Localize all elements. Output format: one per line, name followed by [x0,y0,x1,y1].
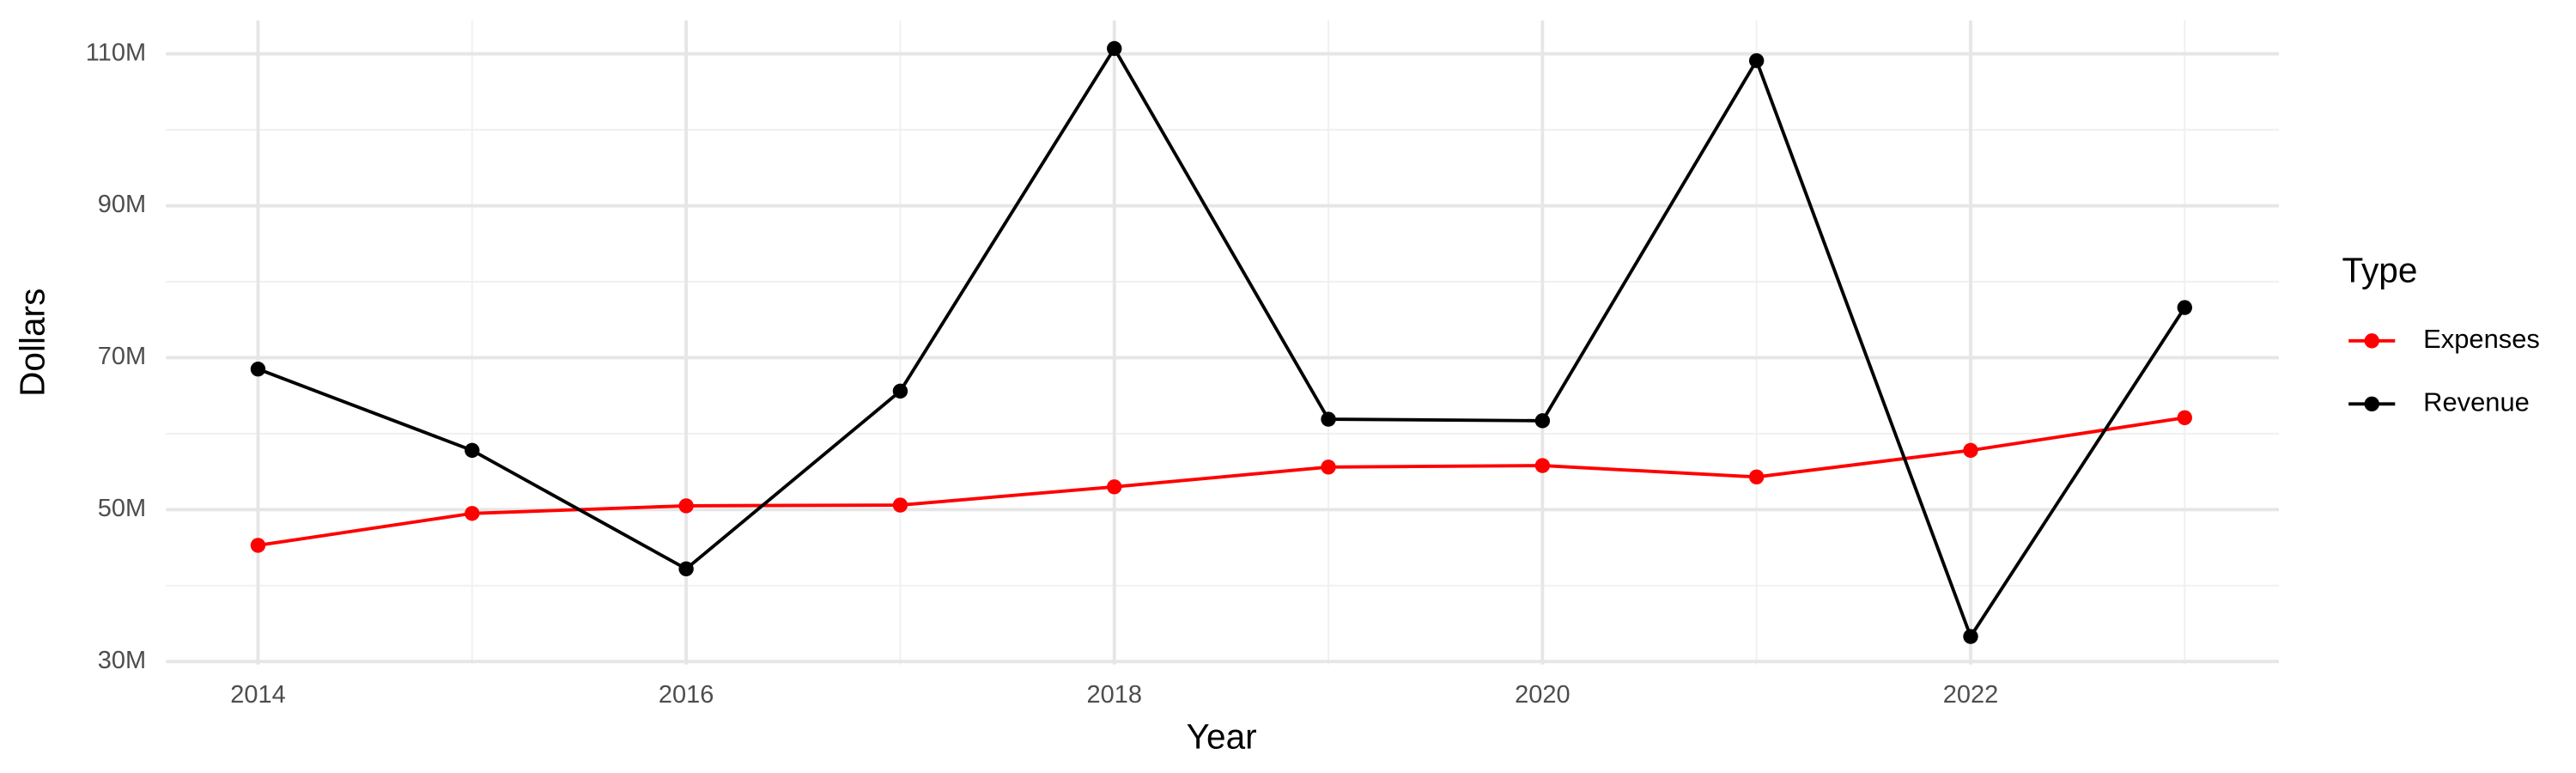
legend-key-point [2364,333,2379,349]
data-point [250,362,266,377]
data-point [1107,479,1122,495]
data-point [250,538,266,553]
data-point [1321,411,1336,427]
legend-title: Type [2342,250,2417,289]
y-tick-label: 90M [98,191,146,218]
x-axis-title: Year [1187,716,1257,756]
data-point [1321,460,1336,475]
y-tick-label: 70M [98,343,146,370]
data-point [678,561,694,577]
data-point [892,383,908,399]
y-tick-label: 30M [98,647,146,674]
data-point [1748,469,1765,485]
data-point [678,498,694,514]
grid [166,20,2279,665]
data-point [1748,52,1765,69]
x-tick-label: 2022 [1943,681,1998,709]
x-tick-label: 2016 [659,681,714,709]
y-axis-title: Dollars [12,289,52,397]
data-point [2177,410,2192,426]
y-tick-label: 110M [86,39,146,66]
x-tick-label: 2018 [1087,681,1142,709]
legend-key-point [2364,396,2379,411]
series-line [257,45,2186,641]
data-point [1534,458,1551,473]
data-point [465,506,480,521]
data-point [1963,442,1978,459]
data-point [1963,629,1978,644]
y-tick-label: 50M [98,495,146,522]
legend-label: Revenue [2423,386,2530,417]
x-tick-label: 2014 [230,681,285,709]
data-point [892,497,908,513]
data-point [1107,40,1122,57]
data-point [2177,300,2192,315]
data-point [465,442,480,459]
x-tick-label: 2020 [1515,681,1570,709]
data-point [1534,413,1551,429]
legend-label: Expenses [2423,324,2540,354]
